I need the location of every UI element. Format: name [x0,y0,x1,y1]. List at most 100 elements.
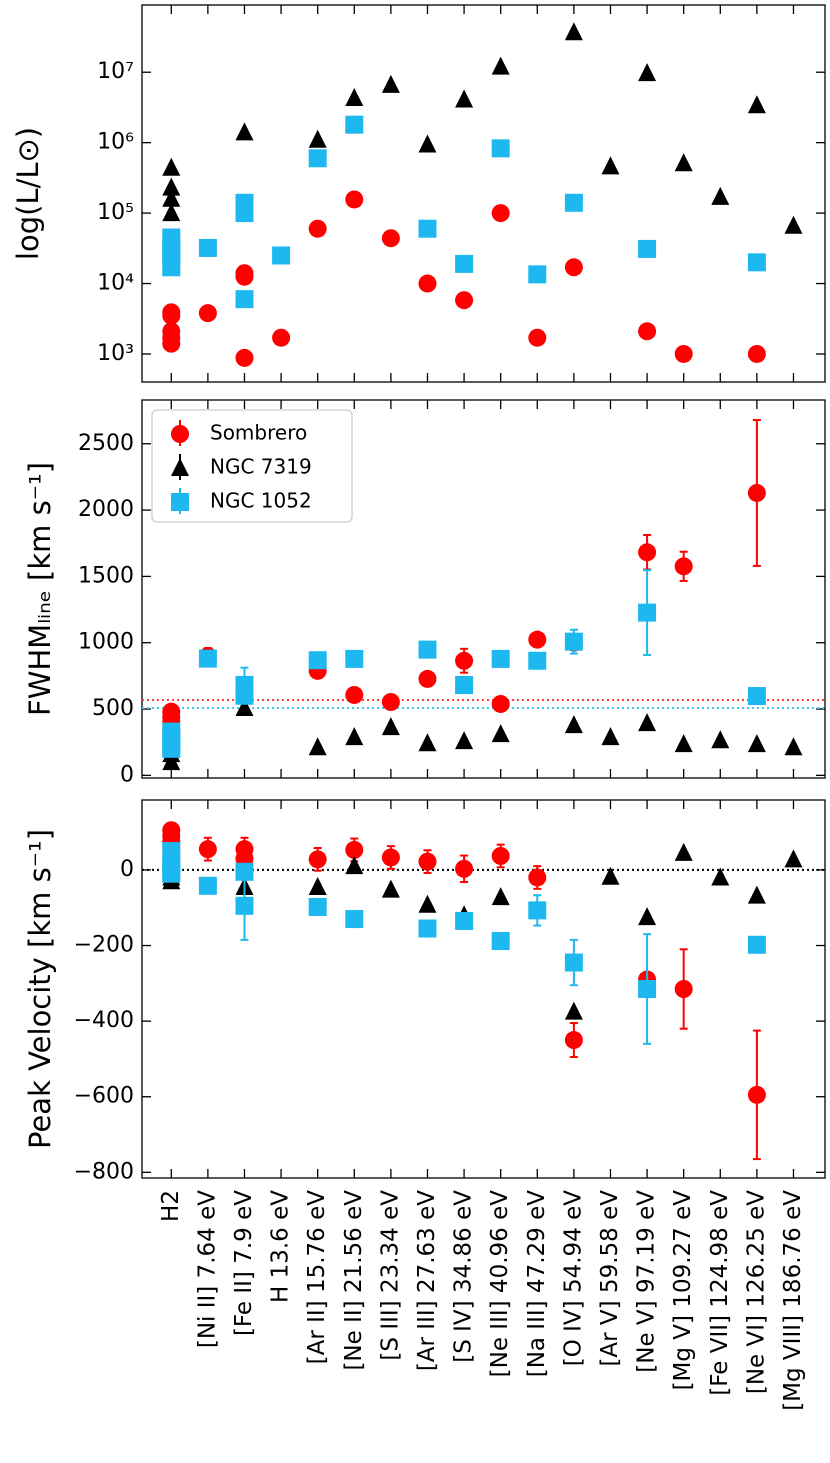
marker-triangle [564,1001,583,1020]
y-tick-label: 0 [120,857,134,882]
marker-square [638,603,657,622]
marker-circle [638,543,657,562]
marker-triangle [381,74,400,93]
marker-circle [308,219,327,238]
marker-square [345,115,364,134]
marker-triangle [601,156,620,175]
marker-triangle [601,727,620,746]
x-tick-label: [Ni II] 7.64 eV [194,1190,220,1348]
y-tick-label: −800 [74,1159,134,1184]
marker-square [235,896,254,915]
marker-triangle [455,89,474,108]
marker-square [235,204,254,223]
marker-circle [674,344,693,363]
marker-triangle [674,153,693,172]
marker-triangle [308,876,327,895]
marker-triangle [491,887,510,906]
marker-circle [345,190,364,209]
marker-square [418,640,437,659]
plot-frame [141,799,826,1179]
marker-triangle [162,203,181,222]
y-tick-label: 10⁴ [97,271,134,296]
y-tick-label: 0 [120,762,134,787]
x-tick-label: H 13.6 eV [268,1190,294,1303]
marker-triangle [455,731,474,750]
marker-circle [418,852,437,871]
marker-circle [747,483,766,502]
marker-square [455,911,474,930]
y-tick-label: 2000 [78,497,134,522]
marker-square [162,739,181,758]
marker-square [455,676,474,695]
marker-triangle [418,894,437,913]
y-tick-label: 2500 [78,431,134,456]
marker-square [418,219,437,238]
marker-square [198,649,217,668]
x-tick-label: [Ar III] 27.63 eV [414,1190,440,1371]
y-tick-label: 500 [92,696,134,721]
marker-triangle [638,907,657,926]
x-tick-label: [O IV] 54.94 eV [560,1190,586,1366]
marker-square [171,493,189,511]
x-tick-label: [Ne V] 97.19 eV [634,1190,660,1373]
marker-circle [491,694,510,713]
marker-square [564,953,583,972]
y-tick-label: 10⁶ [97,130,134,155]
marker-circle [198,304,217,323]
marker-triangle [345,856,364,875]
marker-circle [638,322,657,341]
marker-circle [674,557,693,576]
marker-square [491,931,510,950]
marker-square [528,651,547,670]
marker-triangle [491,724,510,743]
marker-circle [171,425,189,443]
marker-triangle [747,734,766,753]
legend-box [151,409,353,523]
marker-circle [418,274,437,293]
marker-triangle [564,715,583,734]
marker-circle [235,348,254,367]
x-tick-label: [S IV] 34.86 eV [451,1190,477,1363]
marker-circle [747,1085,766,1104]
marker-square [564,632,583,651]
plot-frame [141,4,826,383]
marker-triangle [308,737,327,756]
y-tick-label: 10³ [97,341,134,366]
marker-circle [747,344,766,363]
marker-square [235,686,254,705]
marker-square [564,193,583,212]
marker-triangle [345,727,364,746]
marker-triangle [381,717,400,736]
marker-square [345,910,364,929]
x-tick-label: [Mg VIII] 186.76 eV [780,1190,806,1411]
marker-circle [381,229,400,248]
y-tick-label: 10⁷ [97,59,134,84]
y-tick-label: 1000 [78,630,134,655]
marker-triangle [711,867,730,886]
marker-square [162,864,181,883]
marker-circle [491,846,510,865]
marker-triangle [747,95,766,114]
marker-circle [272,328,291,347]
marker-circle [381,693,400,712]
x-tick-label: [Na III] 47.29 eV [524,1190,550,1378]
x-tick-label: [Ar II] 15.76 eV [304,1190,330,1365]
marker-triangle [308,129,327,148]
marker-circle [455,859,474,878]
marker-triangle [235,697,254,716]
marker-square [491,139,510,158]
marker-triangle [674,734,693,753]
y-axis-label: Peak Velocity [km s⁻¹] [23,829,57,1149]
marker-circle [418,669,437,688]
y-tick-label: −600 [74,1084,134,1109]
marker-square [528,901,547,920]
marker-circle [564,1031,583,1050]
marker-triangle [235,122,254,141]
marker-triangle [162,752,181,771]
legend-label: NGC 7319 [210,455,312,479]
marker-circle [345,840,364,859]
marker-circle [162,334,181,353]
marker-triangle [491,56,510,75]
marker-triangle [674,842,693,861]
